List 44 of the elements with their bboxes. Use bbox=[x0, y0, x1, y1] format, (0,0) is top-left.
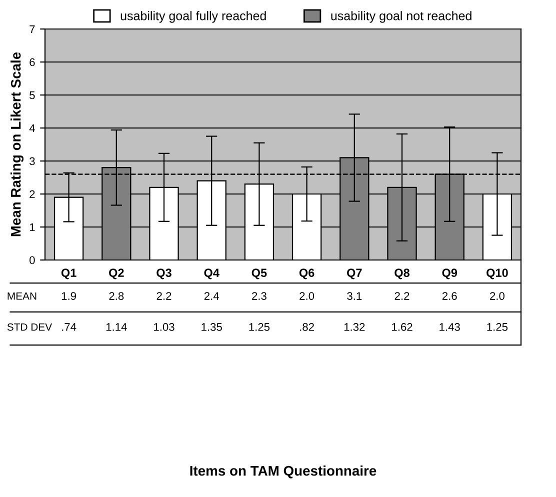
y-tick-label: 0 bbox=[30, 256, 35, 264]
x-tick-label: Q9 bbox=[442, 268, 458, 280]
x-tick-label: Q6 bbox=[299, 268, 314, 280]
data-label: 2.6 bbox=[442, 292, 457, 300]
y-tick-label: 5 bbox=[30, 91, 35, 100]
data-label: 2.2 bbox=[394, 292, 410, 300]
data-label: 3.1 bbox=[347, 292, 362, 300]
x-tick-label: Q8 bbox=[394, 268, 410, 280]
x-tick-label: Q10 bbox=[486, 268, 508, 280]
text: 1.35 bbox=[202, 323, 222, 331]
x-tick-label: Q2 bbox=[109, 268, 124, 280]
text: 1.43 bbox=[440, 323, 460, 331]
text: 1.14 bbox=[106, 323, 127, 331]
y-tick-label: 2 bbox=[30, 190, 35, 198]
x-tick-label: Q7 bbox=[347, 268, 362, 280]
data-label: 2.2 bbox=[156, 292, 172, 300]
text: Items on TAM Questionnaire bbox=[190, 466, 376, 478]
x-tick-label: Q5 bbox=[252, 268, 267, 280]
data-label: 2.3 bbox=[252, 292, 266, 300]
text: 1.32 bbox=[344, 323, 365, 331]
y-tick-label: 4 bbox=[29, 124, 35, 132]
y-tick-label: 7 bbox=[30, 25, 35, 34]
data-label: 2.0 bbox=[300, 292, 314, 300]
text: 1.62 bbox=[392, 323, 412, 331]
text: .74 bbox=[62, 323, 76, 331]
x-tick-label: Q4 bbox=[204, 268, 220, 280]
data-label: 2.4 bbox=[204, 292, 219, 300]
text: STD DEV bbox=[7, 323, 52, 331]
x-tick-label: Q1 bbox=[61, 268, 76, 280]
text: 1.25 bbox=[487, 323, 508, 331]
legend-label: usability goal fully reached bbox=[120, 11, 266, 23]
legend-label: usability goal not reached bbox=[331, 11, 472, 23]
y-tick-label: 1 bbox=[30, 223, 35, 232]
text: .82 bbox=[300, 323, 314, 331]
data-label: 1.9 bbox=[62, 292, 76, 300]
y-axis-title: Mean Rating on Likert Scale bbox=[10, 52, 24, 236]
data-label: 2.8 bbox=[109, 292, 124, 300]
x-tick-label: Q3 bbox=[156, 268, 172, 280]
data-label: 2.0 bbox=[490, 292, 504, 300]
text: 1.25 bbox=[249, 323, 270, 331]
y-tick-label: 6 bbox=[30, 58, 35, 66]
text: MEAN bbox=[8, 292, 36, 300]
text: 1.03 bbox=[154, 323, 174, 331]
y-tick-label: 3 bbox=[30, 157, 35, 166]
